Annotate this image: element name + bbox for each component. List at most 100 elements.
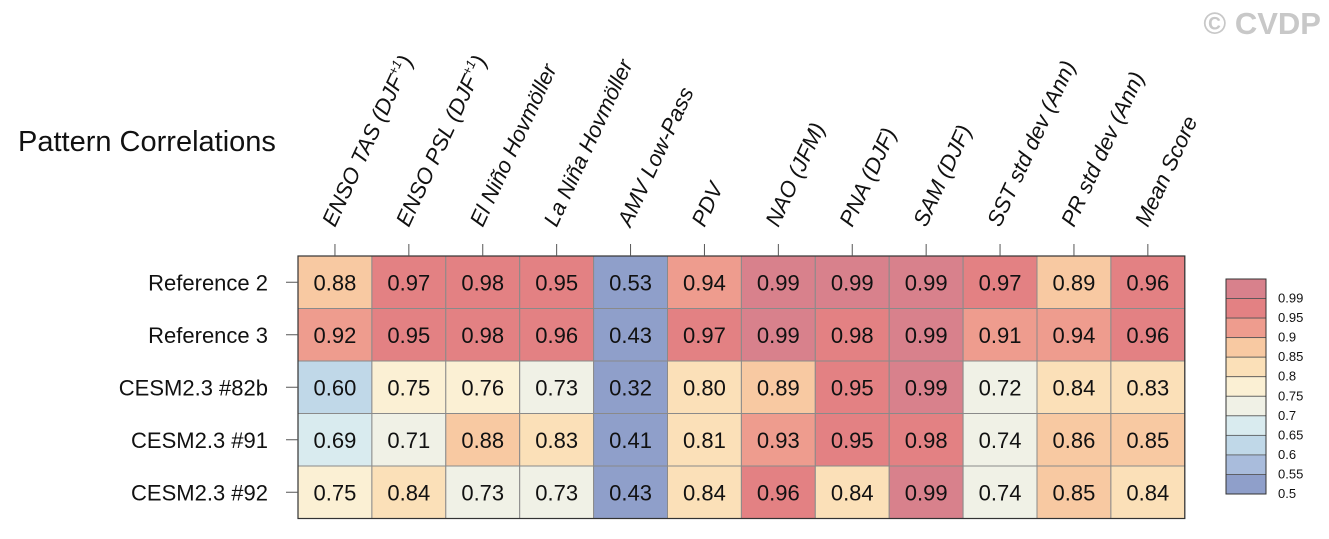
colorbar-swatch <box>1225 474 1267 495</box>
cell-value-label: 0.76 <box>461 375 504 400</box>
heatmap-cell <box>593 255 668 309</box>
cell-value-label: 0.83 <box>1126 375 1169 400</box>
row-label: Reference 2 <box>148 270 268 295</box>
colorbar-label: 0.9 <box>1278 330 1296 345</box>
cell-value-label: 0.98 <box>831 323 874 348</box>
heatmap-cell <box>371 465 447 519</box>
heatmap-cell <box>371 360 447 414</box>
colorbar-swatch <box>1225 434 1267 456</box>
cell-value-label: 0.89 <box>757 375 800 400</box>
cell-value-label: 0.94 <box>683 270 726 295</box>
cell-value-label: 0.88 <box>461 428 504 453</box>
heatmap-cell <box>297 465 373 519</box>
heatmap-cell <box>888 308 964 362</box>
heatmap-cell <box>1110 255 1186 309</box>
cell-value-label: 0.99 <box>905 480 948 505</box>
cell-value-label: 0.98 <box>461 270 504 295</box>
column-label: PDV <box>686 176 729 230</box>
heatmap-cell <box>888 465 964 519</box>
cell-value-label: 0.89 <box>1053 270 1096 295</box>
heatmap-cell <box>888 413 964 467</box>
cell-value-label: 0.85 <box>1126 428 1169 453</box>
cell-value-label: 0.99 <box>757 270 800 295</box>
cell-value-label: 0.86 <box>1053 428 1096 453</box>
cell-value-label: 0.84 <box>387 480 430 505</box>
cell-value-label: 0.32 <box>609 375 652 400</box>
heatmap-cell <box>1036 308 1112 362</box>
heatmap-cell <box>740 465 816 519</box>
cell-value-label: 0.73 <box>461 480 504 505</box>
heatmap-cell <box>814 360 890 414</box>
column-label: SAM (DJF) <box>908 121 977 230</box>
heatmap-cell <box>1036 413 1112 467</box>
colorbar-label: 0.65 <box>1278 427 1303 442</box>
cell-value-label: 0.93 <box>757 428 800 453</box>
cell-value-label: 0.84 <box>683 480 726 505</box>
cell-value-label: 0.71 <box>387 428 430 453</box>
cell-value-label: 0.99 <box>905 270 948 295</box>
cell-value-label: 0.96 <box>1126 270 1169 295</box>
heatmap-cell <box>667 308 742 362</box>
heatmap-cell <box>962 255 1038 309</box>
heatmap-cell <box>667 465 742 519</box>
colorbar-swatch <box>1225 356 1267 378</box>
colorbar-swatch <box>1225 278 1267 299</box>
colorbar-swatch <box>1225 337 1267 358</box>
cell-value-label: 0.88 <box>314 270 357 295</box>
heatmap-cell <box>593 308 668 362</box>
colorbar-label: 0.5 <box>1278 486 1296 501</box>
heatmap-cell <box>888 360 964 414</box>
heatmap-cell <box>667 413 742 467</box>
cell-value-label: 0.96 <box>757 480 800 505</box>
cell-value-label: 0.83 <box>535 428 578 453</box>
cell-value-label: 0.73 <box>535 375 578 400</box>
cell-value-label: 0.91 <box>979 323 1022 348</box>
heatmap-cell <box>371 308 447 362</box>
colorbar-swatch <box>1225 454 1267 475</box>
row-label: CESM2.3 #92 <box>131 480 268 505</box>
cell-value-label: 0.75 <box>387 375 430 400</box>
cell-value-label: 0.53 <box>609 270 652 295</box>
cell-value-label: 0.95 <box>831 375 874 400</box>
cell-value-label: 0.84 <box>831 480 874 505</box>
cell-value-label: 0.96 <box>1126 323 1169 348</box>
colorbar-swatch <box>1225 317 1267 339</box>
cell-value-label: 0.94 <box>1053 323 1096 348</box>
cell-value-label: 0.60 <box>314 375 357 400</box>
heatmap-cell <box>445 465 521 519</box>
heatmap-cell <box>667 255 742 309</box>
column-label: NAO (JFM) <box>760 119 830 230</box>
colorbar-label: 0.7 <box>1278 408 1296 423</box>
colorbar-label: 0.6 <box>1278 447 1296 462</box>
cell-value-label: 0.99 <box>905 375 948 400</box>
cell-value-label: 0.95 <box>387 323 430 348</box>
cell-value-label: 0.99 <box>757 323 800 348</box>
cell-value-label: 0.84 <box>1053 375 1096 400</box>
colorbar-swatch <box>1225 415 1267 436</box>
heatmap-cell <box>593 465 668 519</box>
heatmap-cell <box>519 413 595 467</box>
cell-value-label: 0.99 <box>905 323 948 348</box>
row-label: Reference 3 <box>148 323 268 348</box>
cell-value-label: 0.98 <box>905 428 948 453</box>
heatmap-cell <box>371 413 447 467</box>
cell-value-label: 0.97 <box>683 323 726 348</box>
cell-value-label: 0.43 <box>609 480 652 505</box>
cell-value-label: 0.69 <box>314 428 357 453</box>
row-label: CESM2.3 #91 <box>131 428 268 453</box>
chart-title: Pattern Correlations <box>18 126 276 158</box>
cell-value-label: 0.81 <box>683 428 726 453</box>
cell-value-label: 0.73 <box>535 480 578 505</box>
heatmap-cell <box>1036 255 1112 309</box>
heatmap-cell <box>740 413 816 467</box>
heatmap-cell <box>519 465 595 519</box>
heatmap-cell <box>593 413 668 467</box>
cell-value-label: 0.95 <box>831 428 874 453</box>
heatmap-cell <box>814 255 890 309</box>
watermark: © CVDP <box>1203 6 1321 41</box>
colorbar-label: 0.55 <box>1278 466 1303 481</box>
heatmap-cell <box>740 255 816 309</box>
cell-value-label: 0.85 <box>1053 480 1096 505</box>
colorbar-swatch <box>1225 298 1267 319</box>
